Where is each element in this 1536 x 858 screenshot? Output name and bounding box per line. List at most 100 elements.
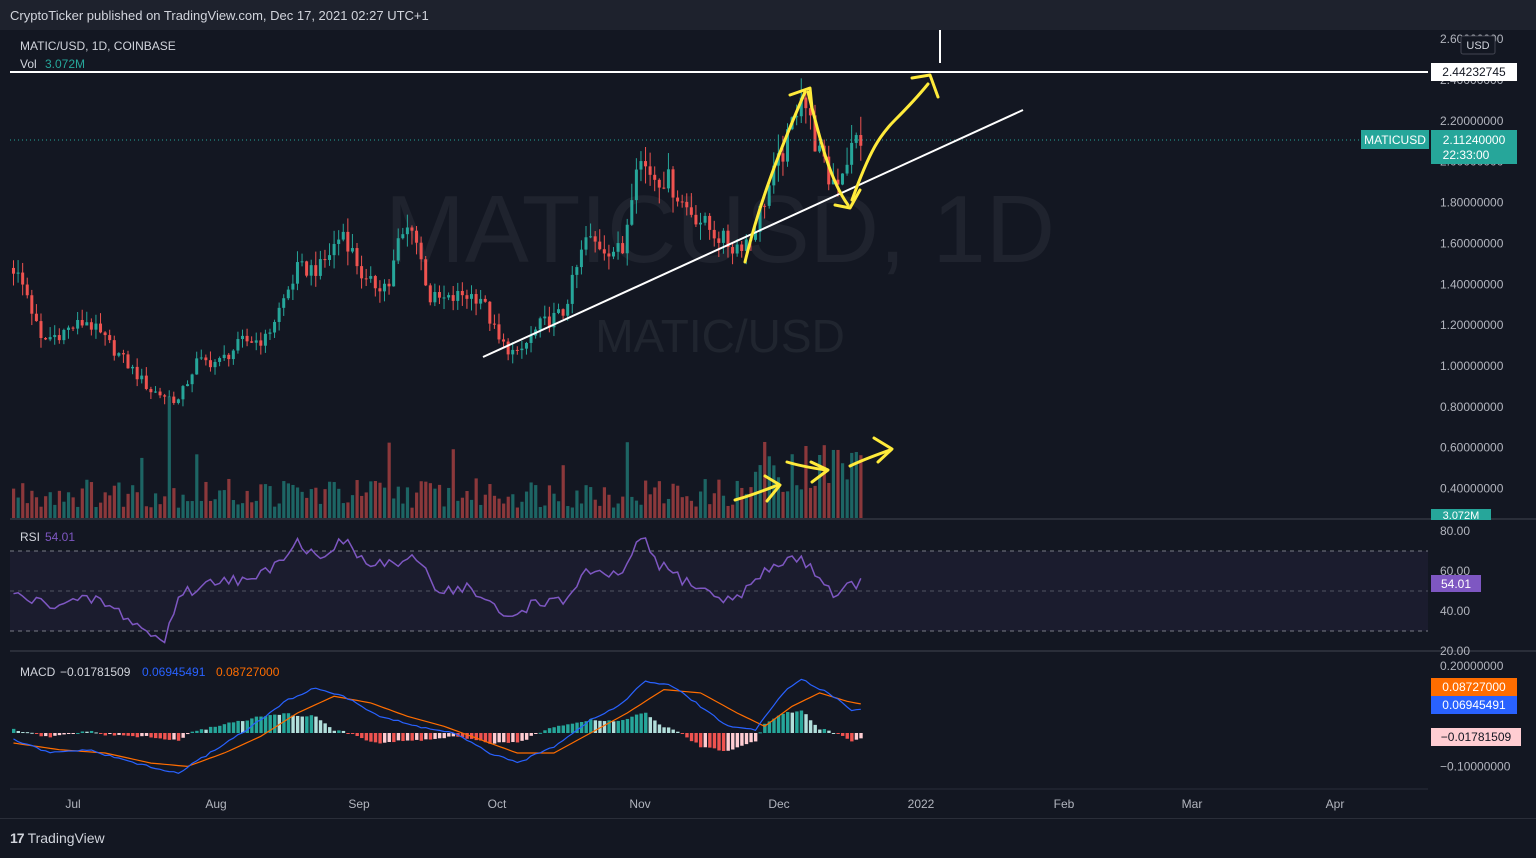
candle-body bbox=[341, 231, 345, 240]
volume-bar bbox=[373, 481, 378, 518]
volume-bar bbox=[570, 507, 574, 518]
macd-histogram-bar bbox=[699, 733, 703, 748]
macd-histogram-bar bbox=[611, 721, 616, 733]
volume-bar bbox=[644, 480, 648, 518]
volume-bar bbox=[341, 503, 345, 518]
macd-histogram-bar bbox=[99, 733, 103, 734]
candle-body bbox=[699, 222, 702, 225]
volume-bar bbox=[263, 484, 268, 518]
volume-bar bbox=[621, 496, 625, 518]
candle-body bbox=[428, 285, 432, 303]
volume-bar bbox=[703, 479, 707, 518]
volume-bar bbox=[222, 490, 226, 518]
macd-histogram-bar bbox=[534, 733, 538, 734]
candle-body bbox=[625, 224, 629, 254]
volume-bar bbox=[804, 446, 808, 518]
macd-line bbox=[13, 678, 861, 774]
volume-bar bbox=[584, 485, 588, 518]
macd-histogram-bar bbox=[181, 733, 185, 738]
candle-body bbox=[314, 265, 318, 276]
volume-bar bbox=[286, 483, 290, 518]
rsi-tick-label: 40.00 bbox=[1440, 604, 1470, 618]
candle-body bbox=[277, 307, 281, 322]
volume-bar bbox=[364, 492, 368, 518]
candle-body bbox=[415, 230, 419, 243]
volume-bar bbox=[117, 482, 121, 518]
macd-histogram-bar bbox=[511, 733, 515, 743]
macd-histogram-bar bbox=[190, 731, 195, 733]
macd-histogram-bar bbox=[584, 721, 588, 733]
legend-macd-value: −0.01781509 bbox=[60, 665, 131, 679]
candle-body bbox=[442, 297, 446, 299]
tradingview-logo[interactable]: 17 TradingView bbox=[10, 830, 105, 846]
macd-histogram-bar bbox=[199, 729, 204, 733]
macd-histogram-bar bbox=[433, 733, 437, 739]
volume-bar bbox=[662, 503, 666, 518]
volume-bar bbox=[231, 500, 236, 518]
macd-histogram-bar bbox=[781, 713, 785, 733]
time-axis-label: Nov bbox=[629, 797, 650, 811]
volume-bar bbox=[699, 491, 703, 518]
macd-histogram-bar bbox=[355, 733, 359, 737]
plot-area[interactable] bbox=[10, 30, 1428, 818]
candle-body bbox=[410, 227, 414, 231]
macd-histogram-bar bbox=[419, 733, 424, 741]
volume-bar bbox=[442, 506, 446, 518]
volume-bar bbox=[831, 449, 836, 518]
volume-bar bbox=[273, 506, 277, 518]
watermark-symbol: MATICUSD, 1D bbox=[385, 176, 1055, 283]
volume-bar bbox=[85, 479, 89, 518]
candle-body bbox=[662, 187, 666, 189]
macd-histogram-bar bbox=[144, 733, 149, 736]
candle-body bbox=[744, 239, 748, 251]
arrow-volume-2 bbox=[785, 460, 828, 472]
candle-body bbox=[153, 391, 157, 393]
macd-histogram-bar bbox=[676, 731, 680, 733]
macd-histogram-bar bbox=[854, 733, 859, 740]
volume-bar bbox=[653, 487, 657, 518]
macd-signal-badge-label: 0.08727000 bbox=[1442, 680, 1506, 694]
currency-badge[interactable] bbox=[1460, 35, 1496, 55]
candle-body bbox=[653, 174, 657, 180]
price-tick-label: 1.00000000 bbox=[1440, 359, 1504, 373]
volume-bar bbox=[378, 482, 382, 518]
candle-body bbox=[364, 278, 368, 280]
arrow-breakout-head bbox=[910, 73, 940, 99]
volume-bar bbox=[94, 507, 98, 518]
macd-line-badge bbox=[1431, 696, 1517, 714]
volume-bar bbox=[433, 488, 437, 518]
candle-body bbox=[53, 335, 57, 338]
macd-histogram-bar bbox=[479, 733, 483, 741]
candle-body bbox=[470, 294, 473, 299]
macd-histogram-bar bbox=[350, 733, 355, 734]
candle-body bbox=[350, 248, 354, 252]
volume-bar bbox=[611, 507, 616, 518]
macd-histogram-bar bbox=[566, 724, 570, 733]
macd-tick-label: −0.10000000 bbox=[1440, 759, 1511, 773]
volume-bar bbox=[236, 504, 240, 518]
price-tick-label: 2.20000000 bbox=[1440, 114, 1504, 128]
time-axis-label: Feb bbox=[1054, 797, 1075, 811]
time-axis-label: Aug bbox=[205, 797, 226, 811]
candle-body bbox=[140, 375, 144, 380]
macd-histogram-bar bbox=[21, 732, 25, 734]
candle-body bbox=[337, 239, 341, 244]
countdown-label: 22:33:00 bbox=[1443, 148, 1490, 162]
price-tick-label: 0.60000000 bbox=[1440, 441, 1504, 455]
volume-bar bbox=[424, 481, 428, 518]
macd-histogram-bar bbox=[648, 717, 653, 733]
candle-body bbox=[401, 234, 405, 239]
legend-vol-value: 3.072M bbox=[45, 57, 85, 71]
candle-body bbox=[497, 324, 501, 340]
volume-bar bbox=[245, 490, 249, 518]
candle-body bbox=[479, 298, 483, 304]
candle-body bbox=[419, 242, 423, 260]
candle-body bbox=[758, 205, 762, 232]
chart-svg[interactable]: MATICUSD, 1D MATIC/USD 2.600000002.40000… bbox=[0, 0, 1536, 818]
candle-body bbox=[483, 298, 487, 302]
candle-body bbox=[451, 295, 455, 301]
macd-histogram-bar bbox=[268, 715, 272, 733]
volume-bar bbox=[790, 454, 794, 518]
macd-histogram-bar bbox=[772, 718, 776, 733]
volume-badge-label: 3.072M bbox=[1443, 510, 1480, 522]
